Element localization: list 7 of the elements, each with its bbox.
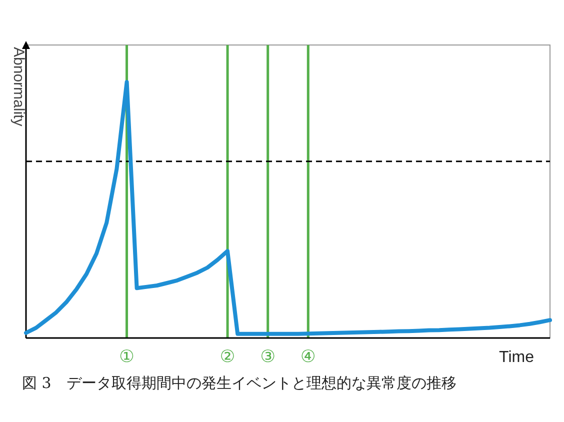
y-axis-title: Abnormality xyxy=(10,47,27,127)
x-tick-label: ② xyxy=(220,347,236,367)
x-tick-label: ④ xyxy=(300,347,316,367)
x-axis-title: Time xyxy=(499,349,534,366)
x-tick-label: ① xyxy=(119,347,134,367)
caption: 図 3 データ取得期間中の発生イベントと理想的な異常度の推移 xyxy=(22,373,458,394)
x-tick-label: ③ xyxy=(260,347,276,367)
